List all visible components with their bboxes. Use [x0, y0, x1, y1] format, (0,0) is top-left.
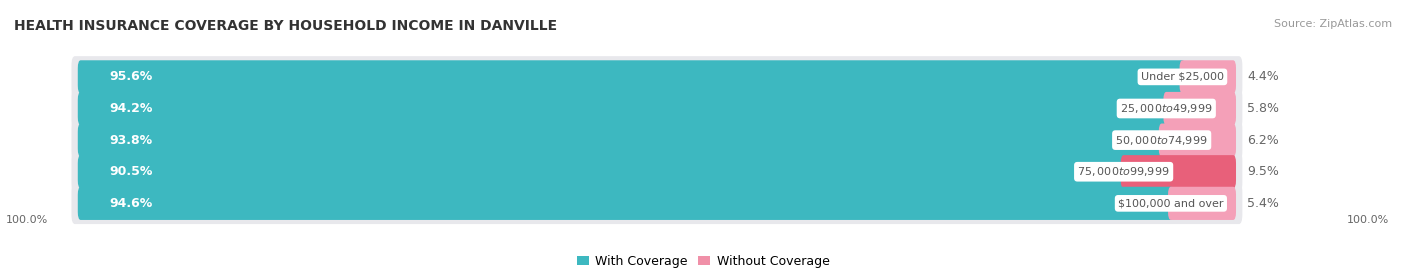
- FancyBboxPatch shape: [77, 187, 1174, 220]
- Text: $100,000 and over: $100,000 and over: [1118, 198, 1223, 208]
- FancyBboxPatch shape: [72, 151, 1243, 192]
- Text: 5.4%: 5.4%: [1247, 197, 1279, 210]
- Text: $25,000 to $49,999: $25,000 to $49,999: [1121, 102, 1212, 115]
- FancyBboxPatch shape: [1159, 123, 1236, 157]
- Text: 6.2%: 6.2%: [1247, 134, 1278, 147]
- FancyBboxPatch shape: [77, 92, 1170, 125]
- FancyBboxPatch shape: [72, 88, 1243, 129]
- FancyBboxPatch shape: [72, 183, 1243, 224]
- Legend: With Coverage, Without Coverage: With Coverage, Without Coverage: [572, 250, 834, 269]
- Text: 95.6%: 95.6%: [110, 70, 153, 83]
- FancyBboxPatch shape: [77, 155, 1126, 188]
- FancyBboxPatch shape: [72, 119, 1243, 161]
- Text: Under $25,000: Under $25,000: [1140, 72, 1223, 82]
- Text: $50,000 to $74,999: $50,000 to $74,999: [1115, 134, 1208, 147]
- FancyBboxPatch shape: [72, 56, 1243, 98]
- Text: Source: ZipAtlas.com: Source: ZipAtlas.com: [1274, 19, 1392, 29]
- Text: $75,000 to $99,999: $75,000 to $99,999: [1077, 165, 1170, 178]
- Text: 100.0%: 100.0%: [1347, 215, 1389, 225]
- Text: 9.5%: 9.5%: [1247, 165, 1279, 178]
- FancyBboxPatch shape: [1121, 155, 1236, 188]
- FancyBboxPatch shape: [1163, 92, 1236, 125]
- Text: 5.8%: 5.8%: [1247, 102, 1279, 115]
- Text: 4.4%: 4.4%: [1247, 70, 1278, 83]
- Text: 94.2%: 94.2%: [110, 102, 153, 115]
- FancyBboxPatch shape: [77, 123, 1164, 157]
- FancyBboxPatch shape: [1168, 187, 1236, 220]
- Text: 93.8%: 93.8%: [110, 134, 153, 147]
- Text: 100.0%: 100.0%: [6, 215, 48, 225]
- Text: 94.6%: 94.6%: [110, 197, 153, 210]
- Text: 90.5%: 90.5%: [110, 165, 153, 178]
- FancyBboxPatch shape: [1180, 60, 1236, 94]
- Text: HEALTH INSURANCE COVERAGE BY HOUSEHOLD INCOME IN DANVILLE: HEALTH INSURANCE COVERAGE BY HOUSEHOLD I…: [14, 19, 557, 33]
- FancyBboxPatch shape: [77, 60, 1185, 94]
